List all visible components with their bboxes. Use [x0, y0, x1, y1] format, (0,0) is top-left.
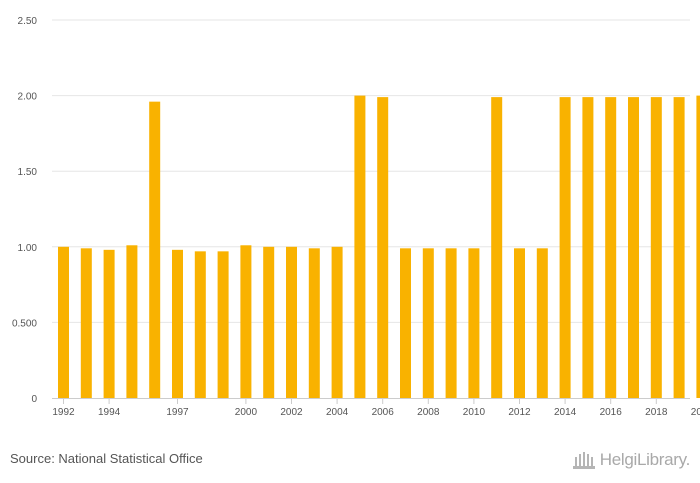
bar-2002: [286, 246, 297, 398]
y-tick-label: 2.50: [18, 16, 38, 27]
bar-2007: [400, 248, 411, 398]
bar-1999: [217, 251, 229, 398]
bar-2000: [240, 245, 252, 398]
logo-text: HelgiLibrary.: [599, 450, 691, 469]
bar-2014: [559, 97, 571, 398]
bar-2010: [468, 248, 480, 398]
x-tick-label: 2020: [691, 407, 700, 418]
bar-1997: [172, 249, 183, 398]
bar-1992: [58, 246, 69, 398]
bar-2016: [605, 97, 617, 398]
y-tick-label: 1.00: [18, 243, 38, 254]
x-tick-label: 2004: [326, 407, 349, 418]
bar-1995: [126, 245, 138, 398]
x-tick-label: 2014: [554, 407, 577, 418]
x-tick-label: 2018: [645, 407, 668, 418]
x-tick-label: 2016: [600, 407, 623, 418]
bar-1994: [103, 249, 115, 398]
bar-2003: [308, 248, 320, 398]
bar-2015: [582, 97, 594, 398]
x-tick-label: 1997: [166, 407, 189, 418]
y-tick-label: 0.500: [12, 318, 37, 329]
bar-1998: [194, 251, 206, 398]
bar-2004: [331, 246, 343, 398]
x-tick-label: 2000: [235, 407, 258, 418]
x-tick-label: 1994: [98, 407, 121, 418]
bar-2020: [696, 95, 700, 398]
bar-2013: [536, 248, 548, 398]
chart: 1992 1994 1997 2000 2002 2004 2006 2008 2010 2012…: [12, 16, 700, 418]
x-tick-label: 2006: [372, 407, 395, 418]
x-tick-label: 1992: [52, 407, 75, 418]
bar-2008: [422, 248, 434, 398]
helgi-library-logo: HelgiLibrary.: [572, 447, 690, 473]
y-tick-label: 2.00: [18, 92, 38, 103]
library-building-icon: [572, 452, 595, 469]
bar-2005: [354, 95, 366, 398]
footer: Source: National Statistical Office Helg…: [0, 446, 700, 483]
bar-2012: [514, 248, 525, 398]
bar-2011: [491, 97, 503, 398]
x-tick-label: 2012: [508, 407, 531, 418]
bars: [58, 95, 700, 398]
y-tick-label: 0: [31, 394, 37, 405]
y-tick-label: 1.50: [18, 167, 38, 178]
bar-2018: [650, 97, 662, 398]
gridlines: [52, 19, 690, 323]
bar-2006: [377, 97, 389, 398]
bar-1993: [80, 248, 92, 398]
bar-1996: [149, 101, 161, 398]
y-axis-ticks: 0 0.500 1.00 1.50 2.00 2.50: [12, 16, 37, 405]
x-axis-ticks: 1992 1994 1997 2000 2002 2004 2006 2008 2010 2012…: [52, 398, 700, 418]
x-tick-label: 2008: [417, 407, 440, 418]
bar-2019: [673, 97, 685, 398]
x-tick-label: 2010: [463, 407, 486, 418]
x-tick-label: 2002: [280, 407, 303, 418]
bar-2009: [445, 248, 457, 398]
bar-2001: [263, 246, 275, 398]
source-text: Source: National Statistical Office: [10, 451, 203, 466]
bar-2017: [628, 97, 639, 398]
